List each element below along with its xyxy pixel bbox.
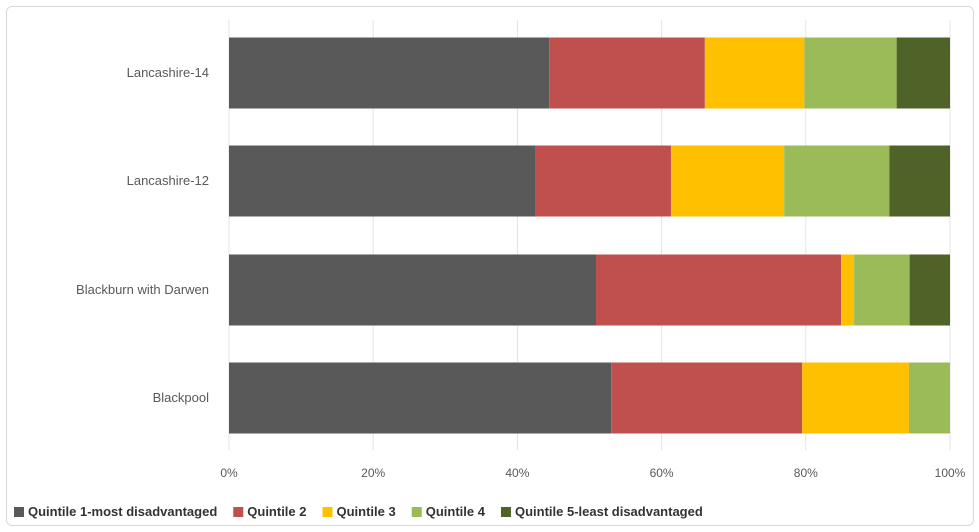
legend-swatch (14, 507, 24, 517)
bar-segment (595, 254, 842, 326)
bar-segment (229, 145, 536, 217)
legend-label: Quintile 1-most disadvantaged (28, 504, 217, 519)
legend-swatch (411, 507, 422, 517)
bar-segment (704, 37, 805, 109)
x-tick-label: 40% (505, 466, 529, 480)
legend-label: Quintile 3 (337, 504, 396, 519)
bar-segment (908, 362, 950, 434)
x-tick-label: 80% (794, 466, 818, 480)
x-tick-label: 0% (220, 466, 238, 480)
bar-segment (670, 145, 785, 217)
x-tick-label: 60% (650, 466, 674, 480)
legend-item: Quintile 1-most disadvantaged (14, 504, 217, 519)
bar-segment (909, 254, 950, 326)
bar-segment (804, 37, 897, 109)
x-tick-label: 100% (935, 466, 966, 480)
bar-segment (229, 37, 550, 109)
legend-swatch (500, 507, 511, 517)
bars (229, 37, 950, 434)
bar-segment (611, 362, 803, 434)
category-label: Lancashire-14 (127, 65, 209, 80)
bar-segment (889, 145, 950, 217)
legend-label: Quintile 2 (247, 504, 306, 519)
bar-segment (549, 37, 705, 109)
legend-item: Quintile 3 (322, 504, 396, 519)
legend-item: Quintile 5-least disadvantaged (500, 504, 703, 519)
category-labels: Lancashire-14 Lancashire-12 Blackburn with… (76, 65, 209, 405)
x-tick-labels: 0% 20% 40% 60% 80% 100% (220, 466, 965, 480)
legend-item: Quintile 2 (233, 504, 307, 519)
bar-segment (896, 37, 950, 109)
legend-item: Quintile 4 (411, 504, 486, 519)
bar-segment (841, 254, 855, 326)
category-label: Blackburn with Darwen (76, 282, 209, 297)
legend-swatch (322, 507, 333, 517)
legend-label: Quintile 5-least disadvantaged (515, 504, 703, 519)
legend-label: Quintile 4 (426, 504, 486, 519)
legend-swatch (233, 507, 244, 517)
bar-segment (535, 145, 671, 217)
bar-segment (229, 362, 612, 434)
bar-segment (229, 254, 596, 326)
legend: Quintile 1-most disadvantaged Quintile 2 Q… (14, 504, 703, 519)
category-label: Blackpool (153, 390, 209, 405)
bar-segment (802, 362, 909, 434)
bar-segment (854, 254, 910, 326)
category-label: Lancashire-12 (127, 173, 209, 188)
x-tick-label: 20% (361, 466, 385, 480)
bar-segment (784, 145, 890, 217)
